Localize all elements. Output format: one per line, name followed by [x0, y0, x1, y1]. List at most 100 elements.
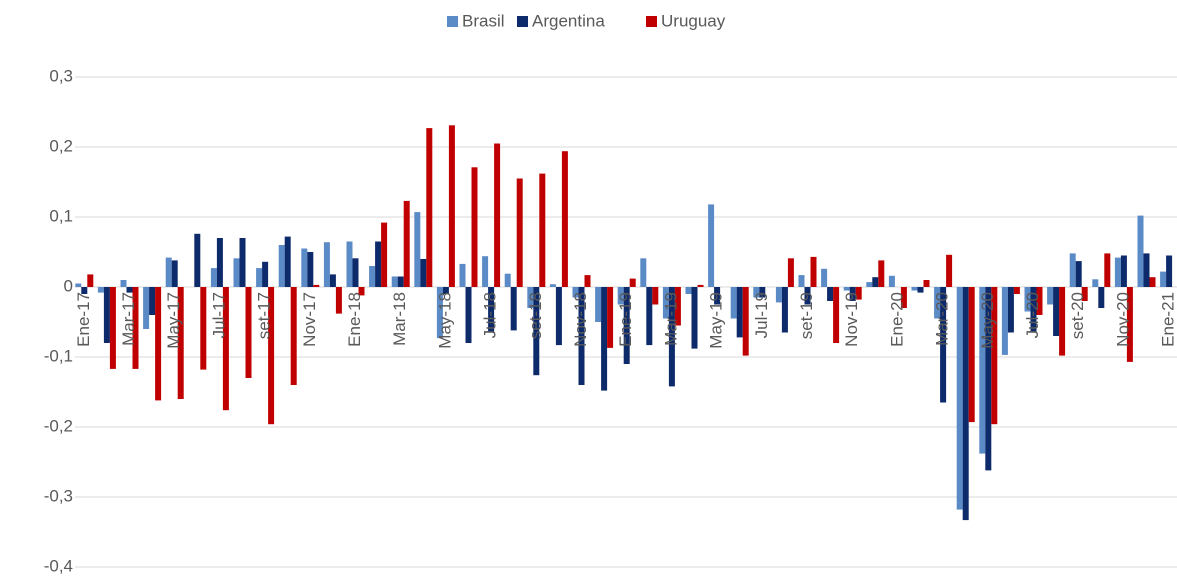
bar — [539, 173, 546, 287]
y-tick-label: -0,4 — [44, 556, 73, 575]
bar — [268, 287, 275, 425]
bar — [561, 151, 568, 287]
bar — [403, 200, 410, 287]
legend-swatch — [517, 16, 528, 27]
bar — [391, 276, 398, 287]
bar — [555, 287, 562, 346]
x-tick-label: Nov-17 — [300, 292, 319, 347]
bar — [442, 287, 449, 294]
y-tick-label: 0,1 — [49, 206, 73, 225]
bar — [962, 287, 969, 521]
bar — [200, 287, 207, 370]
bar — [375, 241, 382, 287]
bar — [381, 222, 388, 287]
bar — [1053, 287, 1060, 336]
bar — [414, 212, 421, 287]
x-tick-label: Nov-19 — [842, 292, 861, 347]
x-tick-label: Ene-19 — [616, 292, 635, 347]
bar — [798, 275, 805, 287]
bar — [940, 287, 947, 403]
bar — [866, 282, 873, 287]
bar — [855, 287, 862, 300]
bar — [1007, 287, 1014, 333]
bar — [1075, 261, 1082, 287]
bar — [222, 287, 229, 411]
bar — [527, 287, 534, 308]
x-tick-label: set-18 — [526, 292, 545, 339]
bar — [697, 284, 704, 287]
bar — [781, 287, 788, 333]
bar — [1114, 257, 1121, 287]
x-tick-label: May-19 — [707, 292, 726, 349]
bar — [849, 287, 856, 301]
bar — [787, 258, 794, 287]
y-tick-label: -0,3 — [44, 486, 73, 505]
bar — [878, 260, 885, 287]
bar — [736, 287, 743, 338]
bar — [1120, 255, 1127, 287]
bar — [1098, 287, 1105, 308]
bar — [1143, 253, 1150, 287]
bar — [494, 143, 501, 287]
bar — [1059, 287, 1066, 356]
bar — [358, 287, 365, 296]
bar — [888, 275, 895, 287]
bar — [307, 252, 314, 287]
bar — [652, 287, 659, 305]
bar — [1104, 253, 1111, 287]
x-tick-label: May-20 — [978, 292, 997, 349]
bar — [1166, 255, 1173, 287]
bar — [714, 287, 721, 305]
x-tick-label: set-19 — [797, 292, 816, 339]
bar — [617, 287, 624, 305]
bar — [584, 275, 591, 287]
legend-label: Argentina — [532, 11, 605, 30]
bar — [533, 287, 540, 376]
x-tick-label: Mar-19 — [661, 292, 680, 346]
x-tick-label: Jul-18 — [481, 292, 500, 338]
bar — [833, 287, 840, 343]
bar — [549, 284, 556, 287]
x-tick-label: Jul-19 — [752, 292, 771, 338]
bar — [81, 287, 88, 294]
bar — [420, 259, 427, 287]
bar — [946, 254, 953, 287]
bar — [369, 266, 376, 287]
bar — [827, 287, 834, 301]
y-tick-label: -0,1 — [44, 346, 73, 365]
legend-swatch — [447, 16, 458, 27]
bar — [595, 287, 602, 322]
bar — [171, 260, 178, 287]
x-tick-label: Nov-18 — [571, 292, 590, 347]
bar — [810, 256, 817, 287]
bar — [629, 278, 636, 287]
bar — [436, 287, 443, 339]
bar — [956, 287, 963, 510]
bar — [804, 287, 811, 305]
x-tick-label: Mar-17 — [119, 292, 138, 346]
legend-label: Brasil — [462, 11, 505, 30]
bar — [623, 287, 630, 364]
bar — [75, 283, 82, 287]
x-tick-label: set-20 — [1068, 292, 1087, 339]
bar — [323, 242, 330, 287]
bar — [911, 287, 918, 291]
bar — [352, 258, 359, 287]
bar — [335, 287, 342, 314]
x-tick-label: Jul-17 — [209, 292, 228, 338]
bar — [504, 273, 511, 287]
bar — [742, 287, 749, 356]
bar — [143, 287, 150, 329]
bar — [759, 287, 766, 298]
bar — [120, 280, 127, 287]
bar — [194, 233, 201, 287]
bar — [821, 268, 828, 287]
bar — [397, 276, 404, 287]
bar — [132, 287, 139, 369]
bar — [578, 287, 585, 385]
bar — [646, 287, 653, 346]
bar — [165, 257, 172, 287]
bar — [968, 287, 975, 423]
bar — [459, 263, 466, 287]
bar — [708, 204, 715, 287]
